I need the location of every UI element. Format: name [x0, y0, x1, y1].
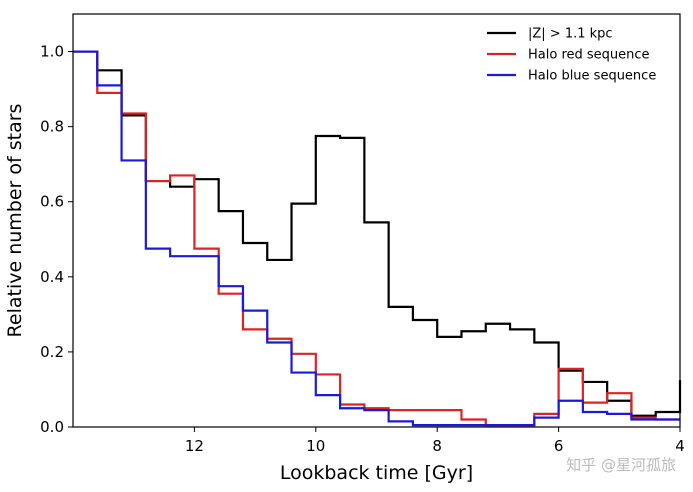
x-tick-label: 10	[306, 437, 325, 455]
x-tick-label: 8	[432, 437, 442, 455]
y-tick-label: 0.2	[40, 343, 64, 361]
y-tick-label: 0.4	[40, 268, 64, 286]
legend-entry-label: Halo red sequence	[528, 48, 650, 63]
watermark: 知乎 @星河孤旅	[566, 456, 676, 474]
series-line-2	[73, 50, 680, 427]
legend-entry-label: |Z| > 1.1 kpc	[528, 27, 613, 42]
x-axis-ticks: 12 10 8 6 4	[185, 427, 685, 455]
plot-frame	[72, 13, 681, 428]
legend: |Z| > 1.1 kpc Halo red sequence Halo blue …	[487, 27, 656, 84]
y-tick-label: 0.0	[40, 418, 64, 436]
plot-series	[73, 50, 682, 427]
x-tick-label: 6	[554, 437, 564, 455]
y-axis-label: Relative number of stars	[4, 104, 26, 338]
x-tick-label: 12	[185, 437, 204, 455]
x-axis-label: Lookback time [Gyr]	[280, 462, 473, 484]
x-tick-label: 4	[675, 437, 685, 455]
y-tick-label: 0.8	[40, 118, 64, 136]
y-axis-ticks: 0.0 0.2 0.4 0.6 0.8 1.0	[40, 43, 73, 436]
legend-entry-label: Halo blue sequence	[528, 69, 656, 84]
y-tick-label: 0.6	[40, 193, 64, 211]
y-tick-label: 1.0	[40, 43, 64, 61]
series-line-1	[73, 50, 682, 417]
series-line-3	[73, 50, 680, 427]
